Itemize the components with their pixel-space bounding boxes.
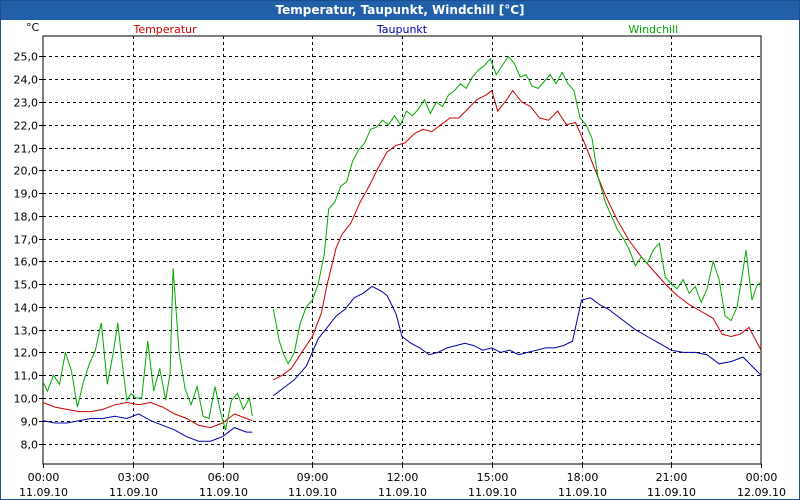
x-tick-date: 11.09.10	[109, 486, 158, 499]
x-tick-date: 11.09.10	[199, 486, 248, 499]
series-line-taupunkt	[273, 285, 762, 397]
x-tick-time: 00:00	[746, 471, 778, 484]
series-line-temperatur	[273, 89, 762, 381]
y-tick-label: 20,0	[14, 165, 39, 178]
series-lines	[42, 55, 762, 442]
series-line-windchill	[272, 55, 762, 365]
legend-temperatur: Temperatur	[132, 23, 197, 36]
y-tick-label: 8,0	[21, 439, 39, 452]
x-axis-ticks: 00:00 11.09.10 03:00 11.09.10 06:00 11.09.10 0…	[19, 464, 786, 499]
x-tick-date: 11.09.10	[468, 486, 517, 499]
x-tick-date: 11.09.10	[647, 486, 696, 499]
x-tick-time: 03:00	[118, 471, 150, 484]
series-line-temperatur	[42, 401, 253, 429]
x-tick-time: 09:00	[297, 471, 329, 484]
y-tick-label: 9,0	[21, 416, 39, 429]
series-windchill	[42, 55, 762, 431]
x-tick-date: 12.09.10	[737, 486, 786, 499]
x-tick-time: 12:00	[387, 471, 419, 484]
x-tick-time: 18:00	[567, 471, 599, 484]
x-tick-date: 11.09.10	[19, 486, 68, 499]
series-taupunkt	[42, 285, 762, 442]
y-tick-label: 22,0	[14, 120, 39, 133]
x-tick-date: 11.09.10	[558, 486, 607, 499]
y-tick-label: 10,0	[14, 393, 39, 406]
y-tick-label: 12,0	[14, 347, 39, 360]
x-tick-time: 21:00	[656, 471, 688, 484]
window-title: Temperatur, Taupunkt, Windchill [°C]	[1, 1, 799, 20]
y-tick-label: 17,0	[14, 234, 39, 247]
y-tick-label: 19,0	[14, 188, 39, 201]
y-tick-label: 21,0	[14, 143, 39, 156]
series-temperatur	[42, 89, 762, 429]
y-tick-label: 15,0	[14, 279, 39, 292]
y-axis-label: °C	[26, 21, 40, 34]
x-tick-time: 06:00	[208, 471, 240, 484]
series-line-taupunkt	[42, 413, 253, 442]
y-tick-label: 16,0	[14, 256, 39, 269]
chart-plot: 8,0 9,0 10,0 11,0 12,0 13,0 14,0 15,0 16,0 17,0 18…	[14, 21, 786, 499]
y-tick-label: 25,0	[14, 51, 39, 64]
y-tick-label: 18,0	[14, 211, 39, 224]
series-line-windchill	[42, 268, 253, 431]
y-tick-label: 23,0	[14, 97, 39, 110]
legend: Temperatur Taupunkt Windchill	[132, 23, 678, 36]
legend-windchill: Windchill	[628, 23, 678, 36]
legend-taupunkt: Taupunkt	[376, 23, 428, 36]
y-tick-label: 11,0	[14, 370, 39, 383]
y-tick-label: 24,0	[14, 74, 39, 87]
x-tick-date: 11.09.10	[288, 486, 337, 499]
y-tick-label: 13,0	[14, 325, 39, 338]
x-tick-time: 00:00	[28, 471, 60, 484]
x-tick-date: 11.09.10	[378, 486, 427, 499]
y-axis-ticks: 8,0 9,0 10,0 11,0 12,0 13,0 14,0 15,0 16,0 17,0 18…	[14, 51, 43, 452]
y-tick-label: 14,0	[14, 302, 39, 315]
x-tick-time: 15:00	[477, 471, 509, 484]
